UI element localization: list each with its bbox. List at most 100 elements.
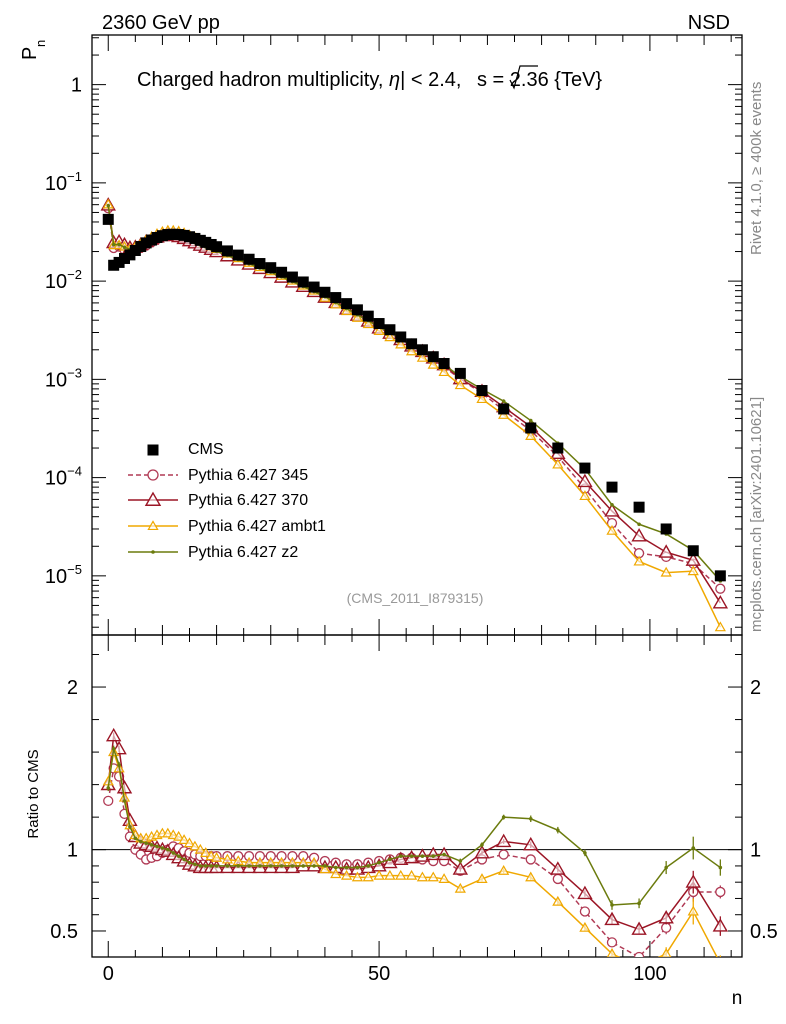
y-tick-label-1e-4: 10−4: [45, 464, 82, 490]
ratio-point-p345: [552, 873, 563, 885]
main-y-tick-labels: 1 10−1 10−2 10−3 10−4 10−5: [45, 75, 82, 588]
ratio-point-z2: [111, 747, 116, 751]
ratio-point-p370: [631, 921, 647, 935]
rivet-version-label: Rivet 4.1.0, ≥ 400k events: [748, 82, 765, 255]
ratio-tick-label-2: 2: [67, 677, 78, 699]
ratio-point-ambt1: [687, 905, 699, 916]
y-tick-label-1e-3: 10−3: [45, 365, 82, 391]
ratio-point-ambt1: [416, 871, 429, 882]
ratio-point-z2: [301, 864, 306, 868]
ratio-point-z2: [637, 901, 641, 906]
ratio-tick-label-right-1: 1: [750, 840, 761, 862]
main-point-ambt1: [454, 379, 466, 390]
axis-tick-labels: 1 10−1 10−2 10−3 10−4 10−5 2 1 0.5 2 1 0…: [45, 75, 778, 985]
data-point-cms: [243, 253, 255, 265]
main-point-ambt1: [660, 566, 672, 577]
ratio-point-z2: [203, 864, 208, 868]
ratio-point-ambt1: [319, 863, 331, 874]
ratio-point-z2: [117, 763, 121, 767]
data-point-cms: [454, 367, 466, 379]
ratio-line-p370: [107, 735, 721, 931]
y-tick-label-1e-5: 10−5: [45, 562, 82, 588]
ratio-point-z2: [166, 847, 170, 852]
ratio-point-z2: [458, 859, 463, 863]
ratio-point-p345: [103, 795, 114, 807]
ratio-point-z2: [583, 851, 587, 855]
ratio-point-ambt1: [351, 871, 364, 882]
ratio-point-z2: [187, 860, 192, 865]
ratio-plot-frame: [91, 634, 743, 958]
data-point-cms: [579, 462, 591, 474]
ratio-point-p370: [577, 885, 593, 900]
ratio-plot-series: [100, 727, 729, 957]
ratio-point-z2: [312, 864, 316, 868]
x-tick-label-50: 50: [368, 963, 390, 985]
main-point-z2: [528, 418, 533, 423]
data-point-cms: [395, 331, 407, 343]
data-point-cms: [211, 241, 223, 253]
ratio-point-ambt1: [183, 837, 196, 848]
ratio-point-z2: [247, 864, 251, 868]
ratio-point-p345: [661, 922, 672, 933]
main-point-p370: [712, 595, 729, 609]
main-point-p370: [604, 503, 620, 517]
data-point-cms: [660, 523, 672, 535]
data-point-cms: [351, 304, 363, 316]
ratio-point-ambt1: [373, 869, 385, 880]
ratio-point-ambt1: [221, 853, 234, 864]
ratio-point-z2: [691, 846, 696, 850]
ratio-point-z2: [258, 864, 262, 868]
ratio-point-z2: [193, 862, 197, 867]
ratio-point-p370: [685, 874, 701, 888]
legend-symbol-ambt1: [147, 520, 159, 531]
data-point-cms: [498, 403, 510, 415]
ratio-point-p370: [105, 727, 122, 742]
ratio-point-ambt1: [173, 830, 185, 841]
ratio-point-z2: [236, 864, 241, 868]
ratio-point-z2: [366, 864, 371, 868]
ratio-point-z2: [480, 842, 484, 847]
data-point-cms: [406, 338, 418, 350]
process-label: NSD: [688, 12, 730, 34]
main-point-ambt1: [476, 393, 488, 404]
axis-ticks: [92, 35, 742, 957]
x-tick-label-0: 0: [103, 963, 114, 985]
legend-symbol-p345: [147, 469, 159, 481]
ratio-point-ambt1: [340, 869, 353, 880]
ratio-point-z2: [144, 841, 148, 845]
data-point-cms: [319, 286, 331, 298]
data-point-cms: [265, 262, 277, 274]
ratio-point-p345: [498, 849, 509, 860]
ratio-tick-label-right-2: 2: [750, 677, 761, 699]
ratio-point-z2: [664, 865, 668, 870]
ratio-point-z2: [409, 854, 414, 858]
ratio-point-p345: [606, 937, 618, 948]
y-tick-label-1e-1: 10−1: [45, 169, 82, 195]
main-point-ambt1: [687, 565, 699, 576]
ratio-series-p370: [100, 727, 729, 936]
ratio-point-z2: [198, 864, 203, 868]
x-axis-label: n: [732, 988, 743, 1009]
data-point-cms: [606, 481, 618, 493]
data-point-cms: [254, 258, 266, 270]
ratio-point-ambt1: [454, 882, 466, 893]
main-point-ambt1: [427, 358, 439, 369]
ratio-point-z2: [106, 786, 111, 790]
ratio-point-ambt1: [384, 869, 396, 880]
ratio-point-z2: [182, 857, 186, 862]
main-point-ambt1: [525, 430, 537, 440]
ratio-point-z2: [528, 816, 533, 821]
data-point-cms: [687, 545, 699, 557]
legend-symbol-cms: [147, 444, 159, 456]
main-point-z2: [117, 242, 121, 247]
ratio-point-z2: [128, 825, 132, 829]
legend-label-345: Pythia 6.427 345: [188, 467, 308, 484]
ratio-point-ambt1: [194, 843, 206, 854]
ratio-point-ambt1: [427, 871, 439, 882]
data-point-cms: [102, 213, 114, 225]
ratio-point-p345: [525, 854, 536, 865]
chart-title: Charged hadron multiplicity, η| < 2.4, s…: [137, 69, 602, 91]
ratio-point-p345: [579, 906, 591, 917]
main-point-p370: [577, 473, 593, 488]
